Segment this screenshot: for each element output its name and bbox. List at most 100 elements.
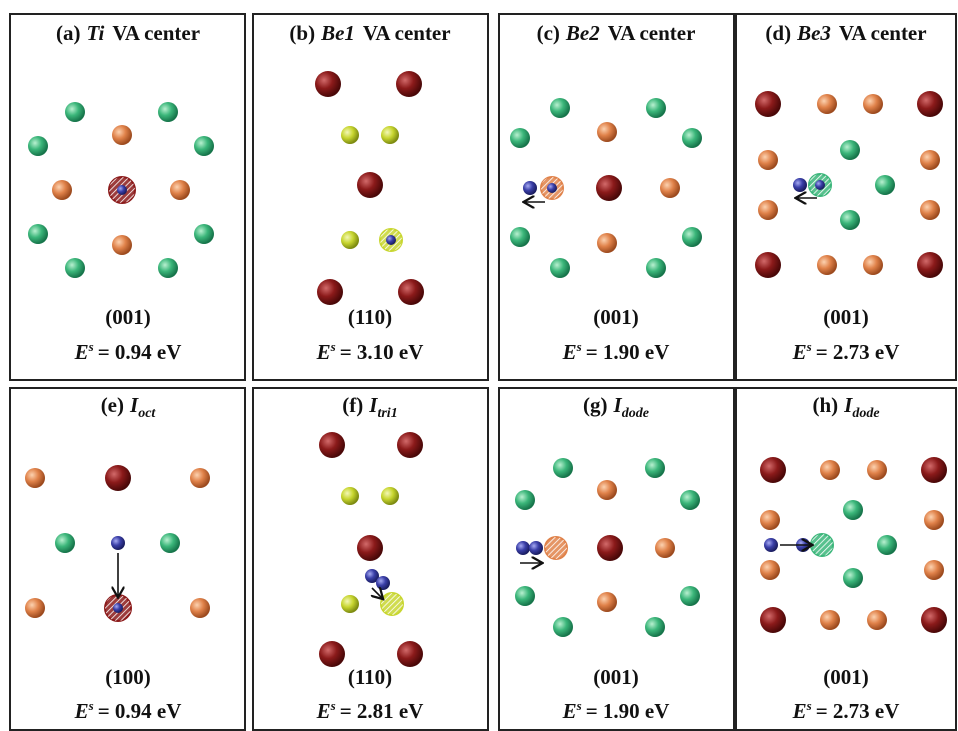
- atom: [190, 598, 210, 618]
- panel-title: (h)Idode: [812, 393, 879, 421]
- energy-sup: s: [576, 339, 582, 354]
- atom: [758, 150, 778, 170]
- plane-label: (001): [593, 305, 639, 329]
- atom: [764, 538, 778, 552]
- atom: [341, 126, 359, 144]
- panel-subscript: dode: [622, 406, 649, 421]
- atom: [397, 641, 423, 667]
- atom: [917, 91, 943, 117]
- atom: [341, 595, 359, 613]
- atom: [529, 541, 543, 555]
- atom: [680, 490, 700, 510]
- energy-value: = 2.73 eV: [816, 340, 900, 364]
- panel-suffix: VA center: [608, 21, 696, 45]
- energy-sup: s: [806, 339, 812, 354]
- atom: [397, 432, 423, 458]
- panel-label: (d): [765, 21, 791, 45]
- atom: [597, 480, 617, 500]
- energy-symbol: E: [74, 699, 89, 723]
- atom: [924, 560, 944, 580]
- atom: [867, 460, 887, 480]
- atom: [680, 586, 700, 606]
- energy: Es= 1.90 eV: [562, 698, 670, 723]
- atom: [194, 136, 214, 156]
- energy-value: = 1.90 eV: [586, 340, 670, 364]
- panel-title: (f)Itri1: [342, 393, 397, 421]
- atom: [357, 172, 383, 198]
- atom: [597, 122, 617, 142]
- energy: Es= 0.94 eV: [74, 339, 182, 364]
- energy-sup: s: [88, 698, 94, 713]
- panel-title: (e)Ioct: [101, 393, 157, 421]
- atom: [398, 279, 424, 305]
- vacancy-hatch: [381, 593, 403, 615]
- energy-symbol: E: [792, 699, 807, 723]
- atom: [65, 258, 85, 278]
- atom: [28, 224, 48, 244]
- atom: [170, 180, 190, 200]
- energy-sup: s: [330, 339, 336, 354]
- panel-subscript: tri1: [377, 406, 397, 421]
- atom: [597, 592, 617, 612]
- energy: Es= 2.73 eV: [792, 698, 900, 723]
- atom: [820, 610, 840, 630]
- plane-label: (001): [823, 665, 869, 689]
- panel-label: (b): [289, 21, 315, 45]
- atom: [646, 258, 666, 278]
- energy: Es= 3.10 eV: [316, 339, 424, 364]
- atom: [863, 255, 883, 275]
- atom: [515, 586, 535, 606]
- atom: [758, 200, 778, 220]
- atom: [515, 490, 535, 510]
- atom: [396, 71, 422, 97]
- atom: [843, 568, 863, 588]
- energy-sup: s: [576, 698, 582, 713]
- atom: [319, 641, 345, 667]
- energy-symbol: E: [74, 340, 89, 364]
- panel-label: (h): [812, 393, 838, 417]
- atom: [921, 457, 947, 483]
- plane-label: (001): [593, 665, 639, 689]
- panel-suffix: VA center: [112, 21, 200, 45]
- atom: [646, 98, 666, 118]
- atom: [111, 536, 125, 550]
- atom: [920, 200, 940, 220]
- energy-symbol: E: [562, 340, 577, 364]
- atom-be-migrated: [547, 183, 557, 193]
- atom: [550, 98, 570, 118]
- atom: [357, 535, 383, 561]
- atom-be-migrated: [113, 603, 123, 613]
- atom: [510, 128, 530, 148]
- atom: [112, 235, 132, 255]
- panel-name: Ti: [86, 21, 104, 45]
- atom: [682, 227, 702, 247]
- panel-label: (g): [583, 393, 608, 417]
- panel-title: (g)Idode: [583, 393, 649, 421]
- atom: [553, 617, 573, 637]
- atom: [863, 94, 883, 114]
- atom: [52, 180, 72, 200]
- panel-subscript: oct: [138, 406, 156, 421]
- atom: [381, 487, 399, 505]
- atom: [840, 140, 860, 160]
- energy-symbol: E: [316, 340, 331, 364]
- plane-label: (001): [823, 305, 869, 329]
- atom: [817, 94, 837, 114]
- atom: [315, 71, 341, 97]
- atom: [817, 255, 837, 275]
- atom: [112, 125, 132, 145]
- panel-title: (c)Be2VA center: [537, 21, 696, 45]
- panel-label: (e): [101, 393, 124, 417]
- atom: [190, 468, 210, 488]
- panel-title: (b)Be1VA center: [289, 21, 450, 45]
- atom: [553, 458, 573, 478]
- panel-label: (f): [342, 393, 363, 417]
- atom: [645, 617, 665, 637]
- atom: [921, 607, 947, 633]
- energy: Es= 2.73 eV: [792, 339, 900, 364]
- atom: [55, 533, 75, 553]
- atom-be-migrated: [815, 180, 825, 190]
- energy-value: = 2.81 eV: [340, 699, 424, 723]
